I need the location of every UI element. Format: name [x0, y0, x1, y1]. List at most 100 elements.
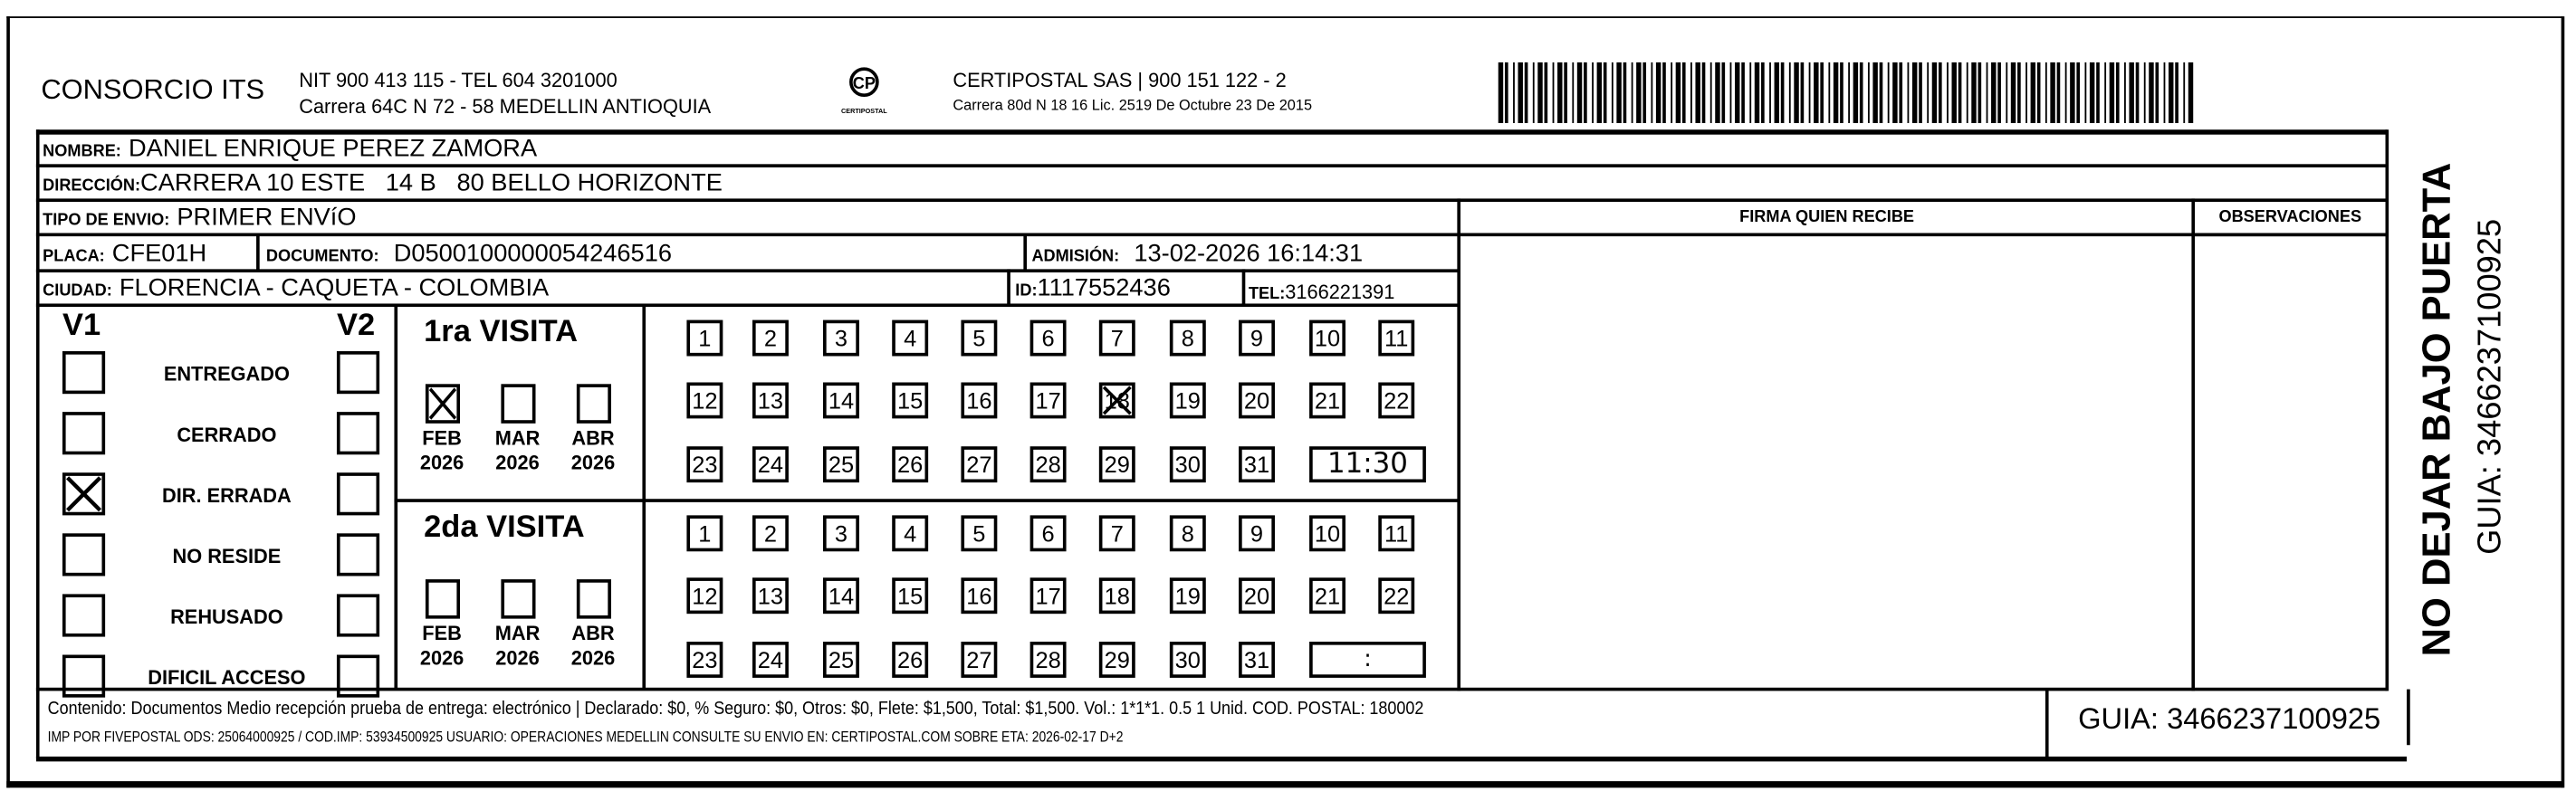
- v2-checkbox[interactable]: [336, 594, 380, 637]
- v2-checkbox[interactable]: [336, 351, 380, 395]
- time-box[interactable]: 11:30: [1309, 446, 1426, 483]
- day-box[interactable]: 18: [1098, 577, 1135, 615]
- logo-text: CERTIPOSTAL: [841, 106, 887, 115]
- month-checkbox[interactable]: [576, 384, 611, 424]
- day-box[interactable]: 3: [823, 515, 859, 552]
- day-box[interactable]: 1: [686, 319, 723, 357]
- day-box[interactable]: 30: [1169, 642, 1206, 678]
- day-box[interactable]: 31: [1239, 446, 1275, 483]
- day-box[interactable]: 26: [892, 446, 929, 483]
- day-box[interactable]: 27: [961, 446, 998, 483]
- v1-checkbox[interactable]: [62, 472, 106, 516]
- day-box[interactable]: 18: [1098, 382, 1135, 419]
- day-box[interactable]: 9: [1239, 319, 1275, 357]
- table-right: [2385, 129, 2389, 691]
- day-box[interactable]: 8: [1169, 515, 1206, 552]
- day-box[interactable]: 27: [961, 642, 998, 678]
- barcode-bar: [1636, 62, 1642, 123]
- barcode-bar: [1872, 62, 1878, 123]
- day-box[interactable]: 12: [686, 382, 723, 419]
- day-box[interactable]: 24: [752, 446, 789, 483]
- ciudad-value: FLORENCIA - CAQUETA - COLOMBIA: [119, 273, 550, 302]
- day-box[interactable]: 11: [1378, 319, 1415, 357]
- day-box[interactable]: 22: [1378, 382, 1415, 419]
- time-box[interactable]: :: [1309, 642, 1426, 678]
- v2-checkbox[interactable]: [336, 533, 380, 577]
- day-box[interactable]: 2: [752, 319, 789, 357]
- day-box[interactable]: 23: [686, 642, 723, 678]
- day-box[interactable]: 4: [892, 515, 929, 552]
- day-box[interactable]: 31: [1239, 642, 1275, 678]
- day-box[interactable]: 1: [686, 515, 723, 552]
- month-checkbox[interactable]: [425, 384, 461, 424]
- day-box[interactable]: 29: [1098, 642, 1135, 678]
- v1-checkbox[interactable]: [62, 654, 106, 698]
- status-label: CERRADO: [177, 423, 277, 447]
- day-box[interactable]: 10: [1309, 319, 1345, 357]
- day-box[interactable]: 28: [1029, 446, 1067, 483]
- day-box[interactable]: 7: [1098, 515, 1135, 552]
- month-checkbox[interactable]: [425, 579, 461, 619]
- day-box[interactable]: 11: [1378, 515, 1415, 552]
- day-box[interactable]: 17: [1029, 382, 1067, 419]
- day-box[interactable]: 5: [961, 319, 998, 357]
- day-box[interactable]: 2: [752, 515, 789, 552]
- signature-area[interactable]: [1462, 238, 2190, 690]
- day-box[interactable]: 3: [823, 319, 859, 357]
- v2-checkbox[interactable]: [336, 654, 380, 698]
- day-box[interactable]: 20: [1239, 577, 1275, 615]
- barcode-bar: [1977, 62, 1982, 123]
- tipo-field: TIPO DE ENVIO: PRIMER ENVíO: [43, 204, 356, 233]
- day-box[interactable]: 30: [1169, 446, 1206, 483]
- month-checkbox[interactable]: [576, 579, 611, 619]
- day-box[interactable]: 15: [892, 577, 929, 615]
- v1-checkbox[interactable]: [62, 533, 106, 577]
- day-box[interactable]: 13: [752, 577, 789, 615]
- barcode-bar: [1911, 62, 1918, 123]
- tipo-label: TIPO DE ENVIO:: [43, 211, 170, 230]
- day-box[interactable]: 22: [1378, 577, 1415, 615]
- day-box[interactable]: 6: [1029, 319, 1067, 357]
- nombre-value: DANIEL ENRIQUE PEREZ ZAMORA: [128, 134, 538, 163]
- day-box[interactable]: 29: [1098, 446, 1135, 483]
- day-box[interactable]: 20: [1239, 382, 1275, 419]
- day-box[interactable]: 15: [892, 382, 929, 419]
- day-box[interactable]: 8: [1169, 319, 1206, 357]
- month-checkbox[interactable]: [501, 384, 536, 424]
- day-box[interactable]: 21: [1309, 577, 1345, 615]
- day-box[interactable]: 14: [823, 382, 859, 419]
- v1-checkbox[interactable]: [62, 412, 106, 455]
- month-checkbox[interactable]: [501, 579, 536, 619]
- day-box[interactable]: 9: [1239, 515, 1275, 552]
- day-box[interactable]: 26: [892, 642, 929, 678]
- observaciones-area[interactable]: [2197, 238, 2384, 690]
- barcode-bar: [2169, 62, 2174, 123]
- day-box[interactable]: 19: [1169, 577, 1206, 615]
- day-box[interactable]: 7: [1098, 319, 1135, 357]
- day-box[interactable]: 16: [961, 382, 998, 419]
- day-box[interactable]: 19: [1169, 382, 1206, 419]
- month-label: FEB 2026: [412, 426, 471, 475]
- day-box[interactable]: 28: [1029, 642, 1067, 678]
- day-box[interactable]: 25: [823, 446, 859, 483]
- barcode-bar: [2175, 62, 2179, 123]
- day-box[interactable]: 16: [961, 577, 998, 615]
- day-box[interactable]: 25: [823, 642, 859, 678]
- v1-checkbox[interactable]: [62, 351, 106, 395]
- row-line: [35, 269, 1460, 273]
- v1-checkbox[interactable]: [62, 594, 106, 637]
- day-box[interactable]: 14: [823, 577, 859, 615]
- day-box[interactable]: 23: [686, 446, 723, 483]
- day-box[interactable]: 21: [1309, 382, 1345, 419]
- day-box[interactable]: 6: [1029, 515, 1067, 552]
- day-box[interactable]: 5: [961, 515, 998, 552]
- barcode-bar: [1991, 62, 1997, 123]
- day-box[interactable]: 10: [1309, 515, 1345, 552]
- day-box[interactable]: 13: [752, 382, 789, 419]
- v2-checkbox[interactable]: [336, 412, 380, 455]
- day-box[interactable]: 12: [686, 577, 723, 615]
- day-box[interactable]: 17: [1029, 577, 1067, 615]
- day-box[interactable]: 4: [892, 319, 929, 357]
- day-box[interactable]: 24: [752, 642, 789, 678]
- v2-checkbox[interactable]: [336, 472, 380, 516]
